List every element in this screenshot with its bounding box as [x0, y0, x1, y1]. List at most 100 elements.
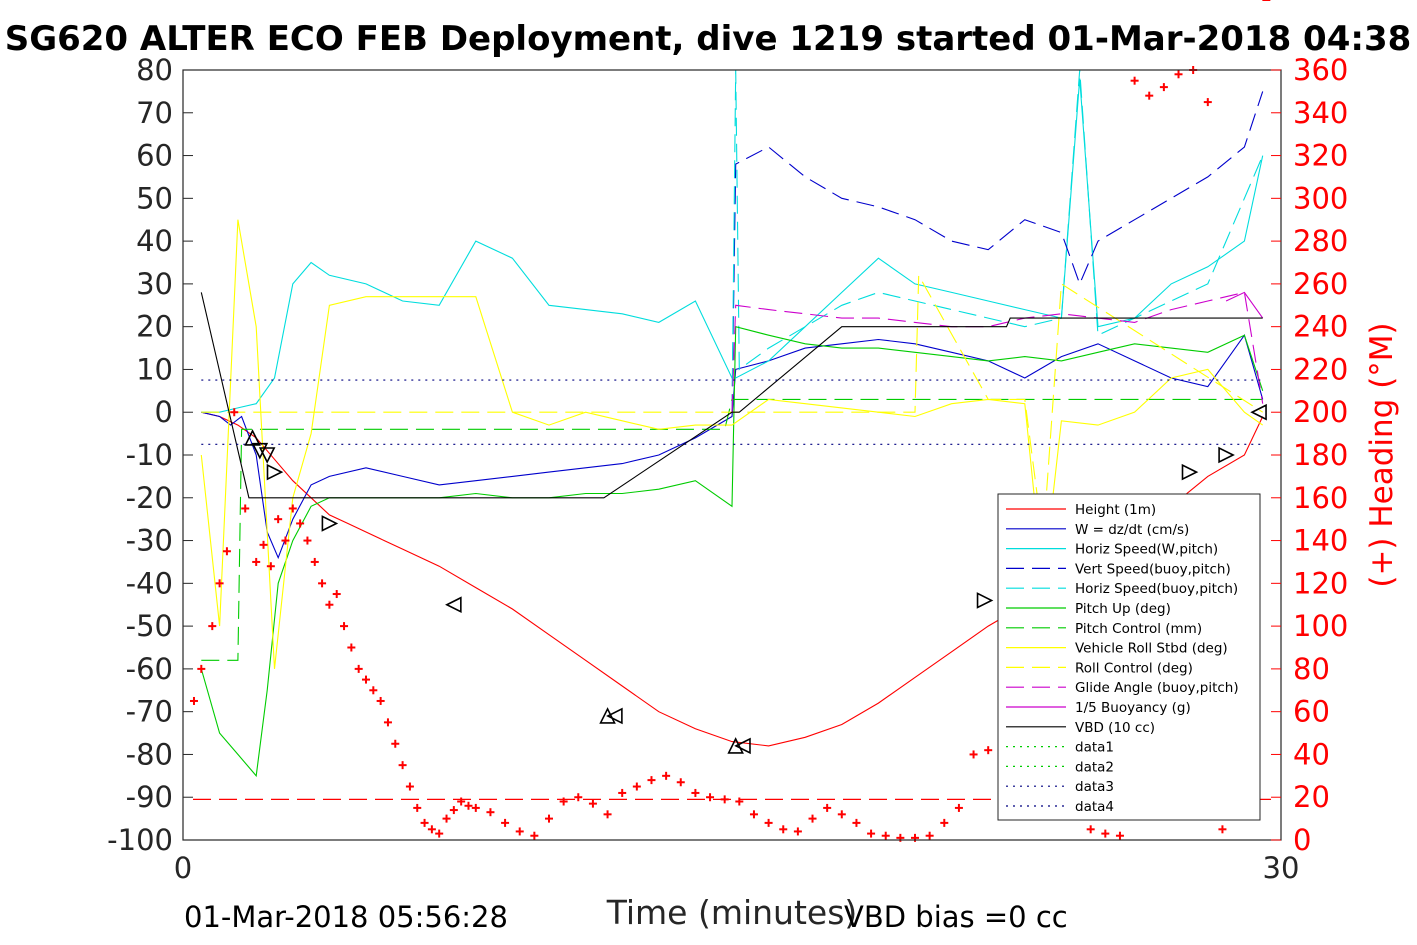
heading-point — [954, 803, 963, 812]
right-tick-label: 300 — [1293, 181, 1348, 215]
heading-point — [618, 788, 627, 797]
y-tick-label: -40 — [126, 566, 173, 600]
heading-point — [720, 795, 729, 804]
y-tick-label: 50 — [136, 181, 173, 215]
heading-point — [252, 557, 261, 566]
heading-point — [779, 825, 788, 834]
legend-label: data4 — [1075, 799, 1114, 815]
heading-point — [383, 718, 392, 727]
heading-point — [318, 579, 327, 588]
series-horiz-speed-buoy-pitch — [731, 69, 1264, 413]
right-tick-label: 240 — [1293, 310, 1348, 344]
series-vbd-10-cc — [200, 292, 1263, 499]
chart-title: SG620 ALTER ECO FEB Deployment, dive 121… — [5, 19, 1412, 59]
series-vert-speed-buoy-pitch — [731, 91, 1264, 413]
heading-point — [1101, 829, 1110, 838]
heading-point — [398, 761, 407, 770]
heading-point — [925, 831, 934, 840]
y-tick-label: 40 — [136, 224, 173, 258]
legend-entry: 1/5 Buoyancy (g) — [1006, 700, 1191, 716]
y-tick-label: -50 — [126, 609, 173, 643]
event-marker — [734, 737, 751, 755]
right-tick-label: 0 — [1293, 823, 1311, 857]
legend-entry: data1 — [1006, 740, 1114, 756]
heading-point — [215, 579, 224, 588]
legend-entry: Height (1m) — [1006, 502, 1156, 518]
heading-point — [706, 793, 715, 802]
heading-point — [296, 519, 305, 528]
y-tick-label: -60 — [126, 652, 173, 686]
legend-entry: Horiz Speed(W,pitch) — [1006, 542, 1218, 558]
heading-point — [471, 803, 480, 812]
event-marker — [266, 463, 284, 481]
heading-point — [376, 696, 385, 705]
event-marker — [258, 447, 276, 464]
heading-point — [362, 675, 370, 684]
heading-point — [603, 810, 612, 819]
y-tick-label: 80 — [136, 53, 173, 87]
heading-point — [464, 801, 473, 810]
heading-point — [1145, 91, 1154, 100]
right-tick-label: 220 — [1293, 352, 1348, 386]
event-marker — [606, 707, 623, 725]
event-marker — [1250, 403, 1267, 421]
event-marker — [244, 429, 261, 446]
right-tick-label: 140 — [1293, 524, 1348, 558]
right-tick-label: 340 — [1293, 96, 1348, 130]
legend-label: Horiz Speed(buoy,pitch) — [1075, 581, 1238, 597]
heading-point — [288, 504, 297, 513]
heading-point — [881, 831, 890, 840]
right-tick-label: 360 — [1293, 53, 1348, 87]
heading-point — [266, 562, 275, 571]
heading-point — [515, 827, 524, 836]
y-tick-label: 60 — [136, 139, 173, 173]
series-pitch-up-deg — [200, 325, 1264, 778]
y-tick-label: -80 — [126, 737, 173, 771]
right-tick-label: 100 — [1293, 609, 1348, 643]
heading-point — [230, 408, 239, 417]
legend-label: data1 — [1075, 740, 1114, 756]
heading-point — [391, 739, 400, 748]
heading-point — [347, 643, 356, 652]
legend-entry: data3 — [1006, 779, 1114, 795]
heading-point — [208, 622, 217, 631]
heading-point — [1115, 831, 1124, 840]
heading-point — [1130, 76, 1139, 85]
heading-point — [427, 825, 436, 834]
heading-point — [303, 536, 312, 545]
heading-point — [530, 831, 539, 840]
right-tick-label: 40 — [1293, 737, 1330, 771]
y-tick-label: 10 — [136, 352, 173, 386]
right-tick-label: 160 — [1293, 481, 1348, 515]
heading-point — [1086, 825, 1095, 834]
legend-label: Vehicle Roll Stbd (deg) — [1075, 641, 1228, 657]
y-tick-label: -30 — [126, 524, 173, 558]
heading-point — [1218, 825, 1227, 834]
heading-point — [647, 776, 656, 785]
y-tick-label: -20 — [126, 481, 173, 515]
y-tick-label: 30 — [136, 267, 173, 301]
x-tick-label: 30 — [1263, 851, 1300, 885]
heading-point — [852, 818, 861, 827]
heading-point — [501, 818, 510, 827]
legend-label: data3 — [1075, 779, 1114, 795]
heading-point — [574, 793, 583, 802]
heading-point — [969, 750, 978, 759]
heading-point — [940, 818, 949, 827]
y-tick-label: -10 — [126, 438, 173, 472]
heading-point — [867, 829, 876, 838]
footer-timestamp: 01-Mar-2018 05:56:28 — [184, 900, 508, 934]
y-tick-label: -90 — [126, 780, 173, 814]
legend-entry: W = dz/dt (cm/s) — [1006, 522, 1189, 538]
heading-point — [1159, 83, 1168, 92]
heading-point — [457, 797, 466, 806]
right-tick-label: 280 — [1293, 224, 1348, 258]
y-tick-label: -70 — [126, 695, 173, 729]
heading-point — [486, 808, 495, 817]
legend-entry: Roll Control (deg) — [1006, 660, 1193, 676]
legend-label: Vert Speed(buoy,pitch) — [1075, 561, 1231, 577]
heading-point — [837, 810, 846, 819]
y-tick-label: 70 — [136, 96, 173, 130]
heading-point — [413, 803, 422, 812]
heading-point — [189, 696, 198, 705]
